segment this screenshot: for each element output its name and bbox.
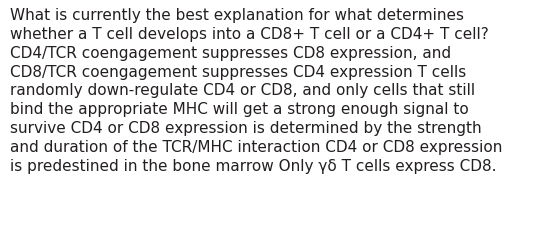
Text: What is currently the best explanation for what determines
whether a T cell deve: What is currently the best explanation f… [10,8,502,173]
